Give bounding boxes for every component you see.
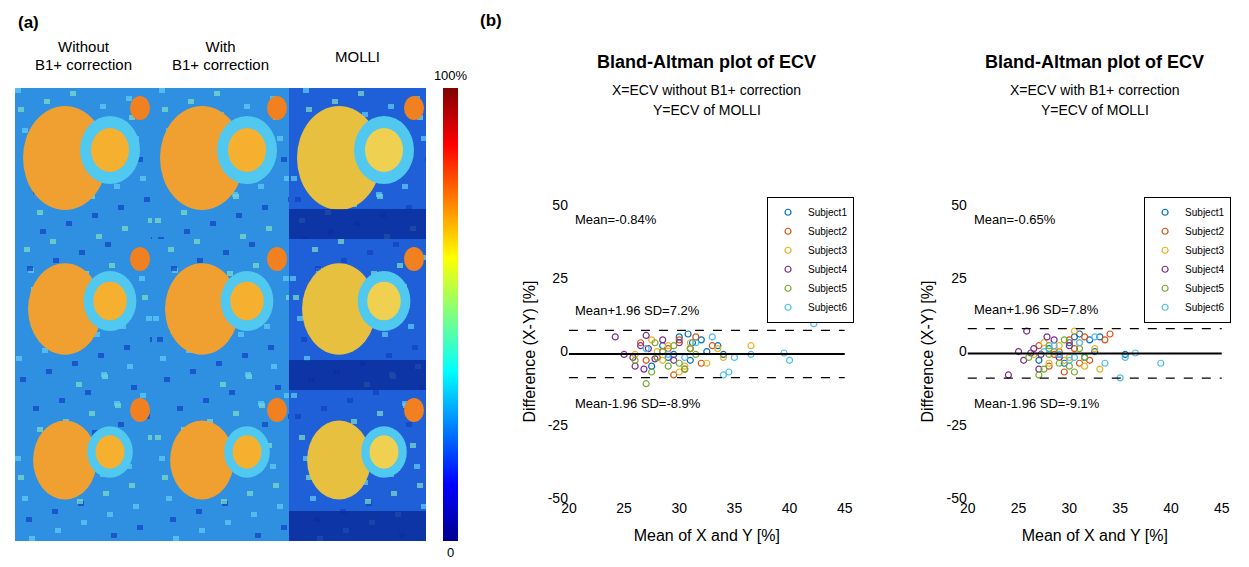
svg-text:35: 35 — [727, 500, 743, 516]
svg-text:Mean+1.96 SD=7.2%: Mean+1.96 SD=7.2% — [575, 303, 700, 318]
svg-text:X=ECV without B1+ correction: X=ECV without B1+ correction — [612, 82, 801, 98]
svg-text:0: 0 — [959, 343, 967, 359]
svg-text:25: 25 — [951, 270, 967, 286]
svg-text:-50: -50 — [548, 490, 568, 506]
svg-text:Without: Without — [58, 38, 110, 55]
svg-text:Mean=-0.84%: Mean=-0.84% — [575, 212, 657, 227]
svg-text:Difference (X-Y) [%]: Difference (X-Y) [%] — [919, 281, 936, 423]
svg-text:30: 30 — [1062, 500, 1078, 516]
svg-text:100%: 100% — [434, 68, 468, 83]
svg-text:B1+ correction: B1+ correction — [172, 56, 269, 73]
svg-text:25: 25 — [1011, 500, 1027, 516]
svg-text:50: 50 — [552, 197, 568, 213]
svg-text:Subject6: Subject6 — [808, 302, 847, 313]
svg-text:Subject5: Subject5 — [808, 283, 847, 294]
svg-text:Bland-Altman plot of ECV: Bland-Altman plot of ECV — [985, 52, 1204, 72]
svg-text:Mean of X and Y [%]: Mean of X and Y [%] — [1022, 527, 1168, 544]
svg-text:Y=ECV of MOLLI: Y=ECV of MOLLI — [653, 102, 761, 118]
svg-text:20: 20 — [561, 500, 577, 516]
svg-text:Difference (X-Y) [%]: Difference (X-Y) [%] — [521, 281, 538, 423]
svg-text:50: 50 — [951, 197, 967, 213]
svg-text:Subject1: Subject1 — [1185, 207, 1224, 218]
svg-text:Subject5: Subject5 — [1185, 283, 1224, 294]
svg-text:B1+ correction: B1+ correction — [35, 56, 132, 73]
svg-text:Subject6: Subject6 — [1185, 302, 1224, 313]
svg-text:(b): (b) — [480, 11, 502, 30]
svg-text:45: 45 — [837, 500, 853, 516]
svg-text:40: 40 — [782, 500, 798, 516]
svg-text:Subject4: Subject4 — [808, 264, 847, 275]
svg-text:25: 25 — [552, 270, 568, 286]
svg-text:Subject1: Subject1 — [808, 207, 847, 218]
svg-text:Mean=-0.65%: Mean=-0.65% — [974, 212, 1056, 227]
svg-text:Mean+1.96 SD=7.8%: Mean+1.96 SD=7.8% — [974, 302, 1099, 317]
svg-text:Subject4: Subject4 — [1185, 264, 1224, 275]
svg-text:Mean of X and Y [%]: Mean of X and Y [%] — [634, 527, 780, 544]
svg-text:Subject3: Subject3 — [1185, 245, 1224, 256]
svg-text:30: 30 — [671, 500, 687, 516]
svg-text:Mean-1.96 SD=-8.9%: Mean-1.96 SD=-8.9% — [575, 396, 701, 411]
svg-text:Y=ECV of MOLLI: Y=ECV of MOLLI — [1041, 102, 1149, 118]
svg-text:-25: -25 — [548, 417, 568, 433]
svg-text:45: 45 — [1214, 500, 1230, 516]
svg-text:0: 0 — [447, 545, 454, 560]
svg-text:Subject3: Subject3 — [808, 245, 847, 256]
svg-text:MOLLI: MOLLI — [335, 48, 380, 65]
svg-text:Mean-1.96 SD=-9.1%: Mean-1.96 SD=-9.1% — [974, 396, 1100, 411]
svg-text:-50: -50 — [947, 490, 967, 506]
svg-text:Bland-Altman plot of ECV: Bland-Altman plot of ECV — [597, 52, 816, 72]
svg-text:Subject2: Subject2 — [808, 226, 847, 237]
svg-text:With: With — [206, 38, 236, 55]
svg-text:0: 0 — [560, 343, 568, 359]
svg-text:35: 35 — [1112, 500, 1128, 516]
svg-text:Subject2: Subject2 — [1185, 226, 1224, 237]
svg-text:25: 25 — [616, 500, 632, 516]
svg-text:20: 20 — [960, 500, 976, 516]
svg-text:X=ECV with B1+ correction: X=ECV with B1+ correction — [1010, 82, 1180, 98]
svg-text:40: 40 — [1163, 500, 1179, 516]
svg-text:(a): (a) — [18, 13, 39, 32]
svg-text:-25: -25 — [947, 417, 967, 433]
